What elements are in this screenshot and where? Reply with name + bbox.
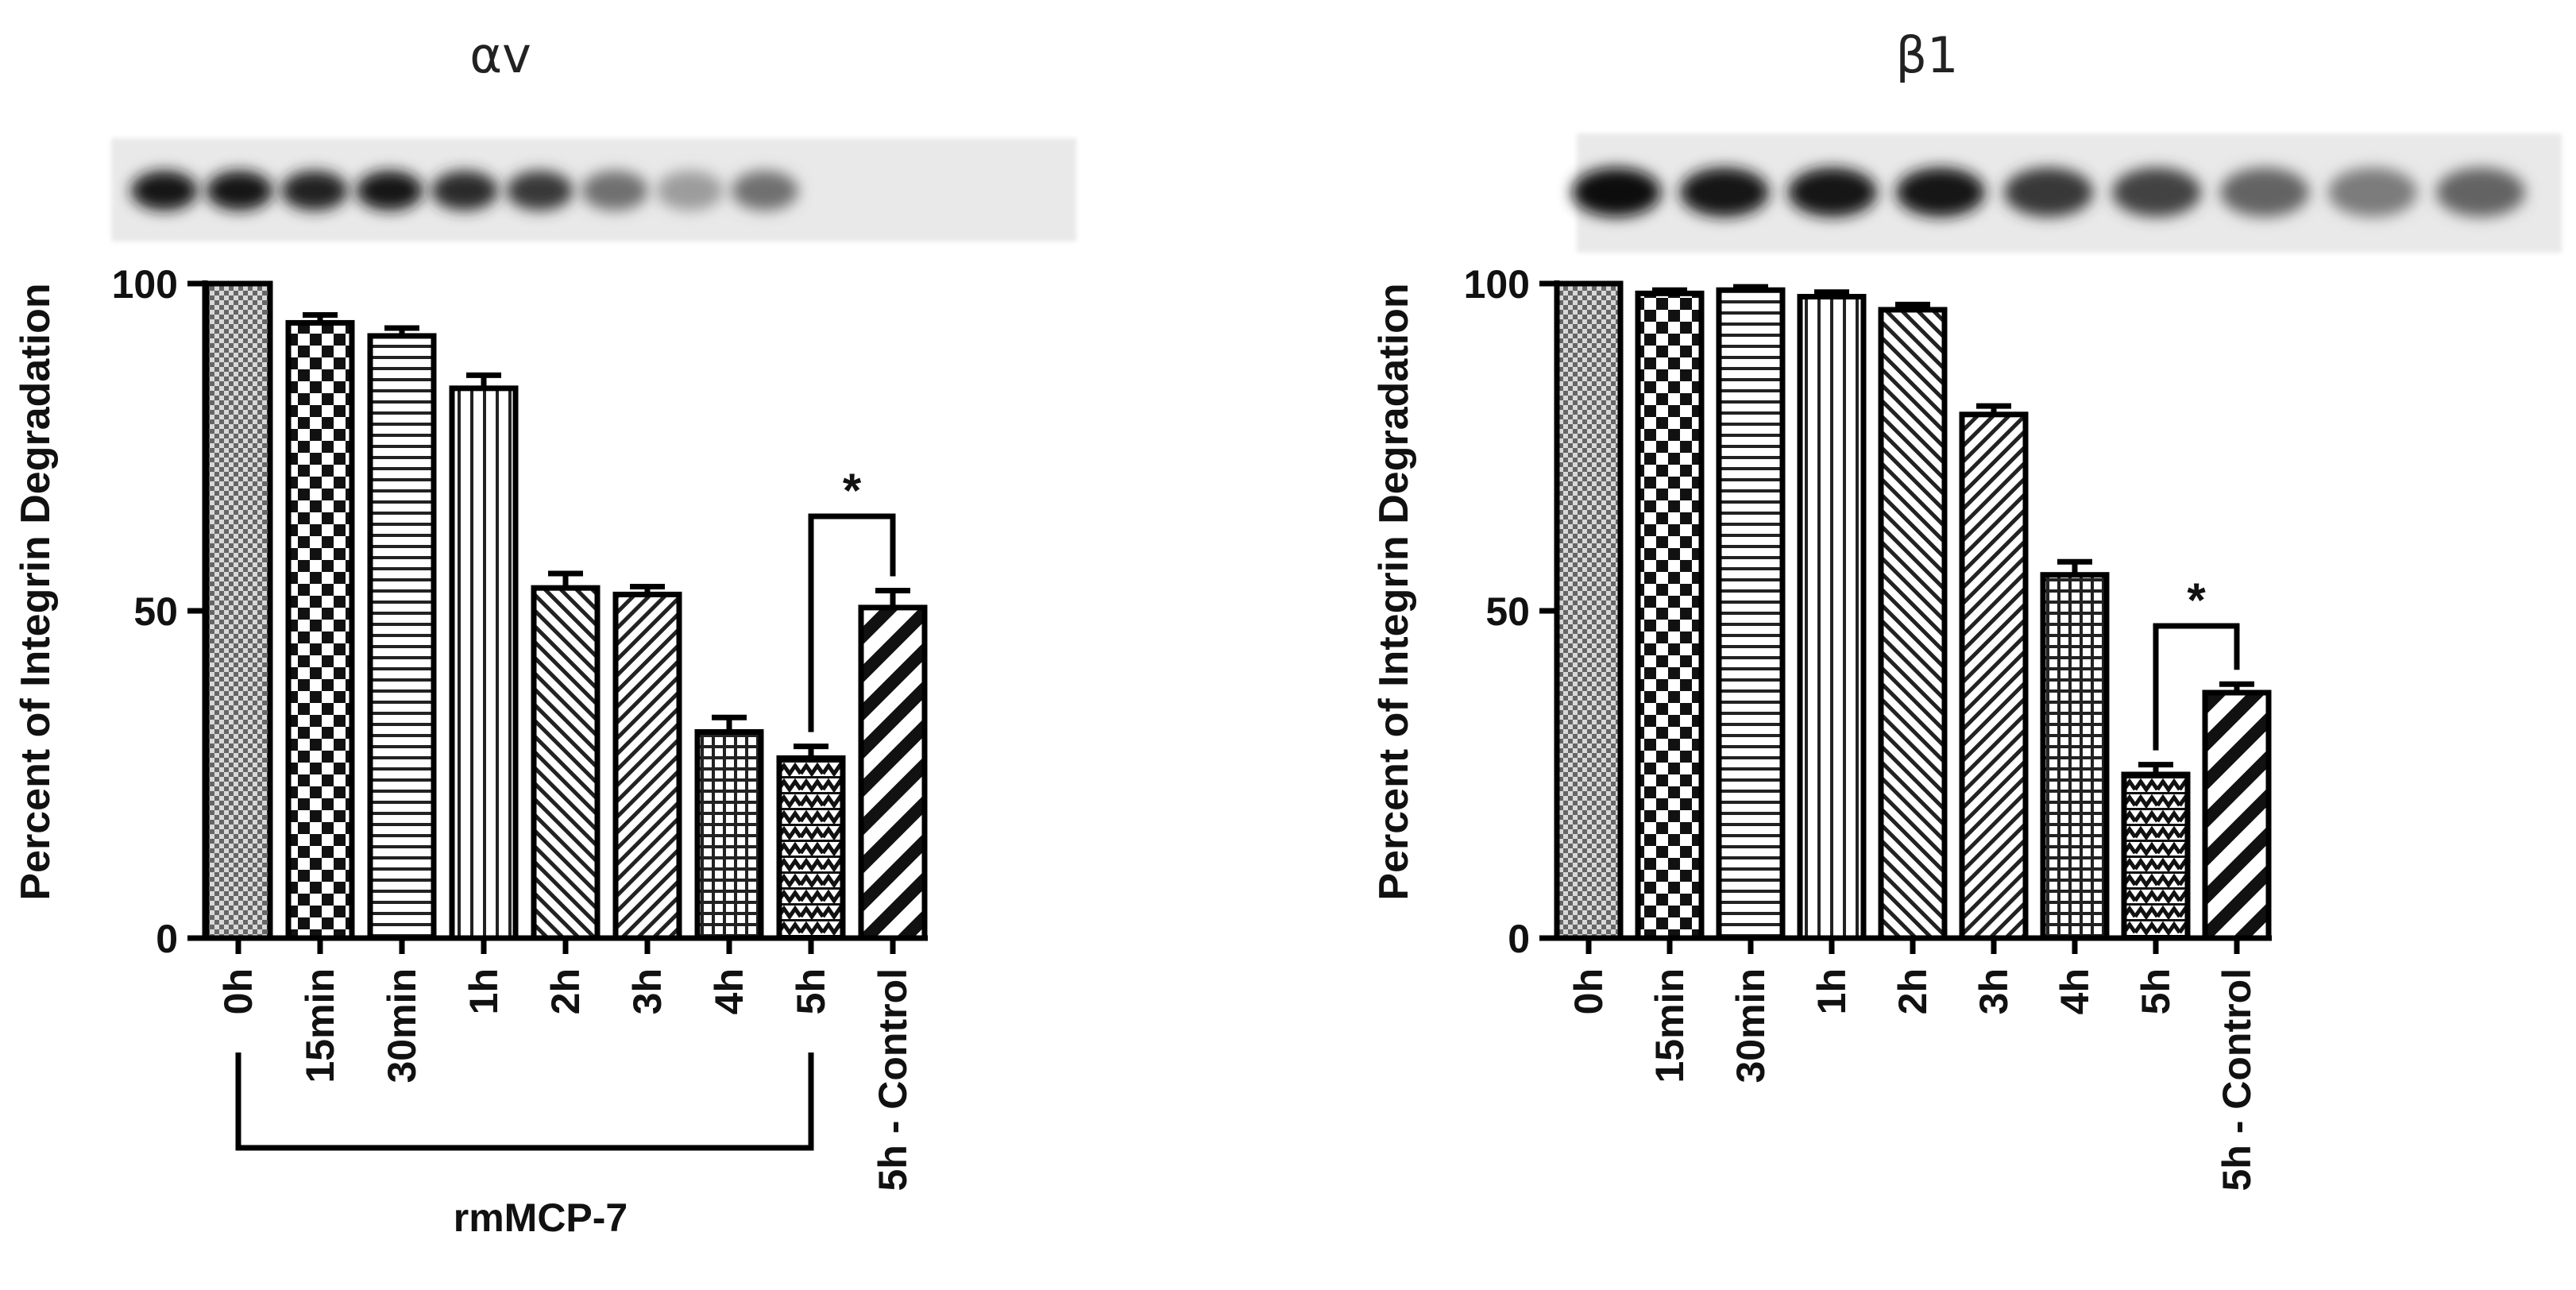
blot-band <box>2328 168 2417 217</box>
blot-band <box>732 171 798 210</box>
y-axis-title: Percent of Integrin Degradation <box>1371 283 1417 900</box>
bar <box>694 728 764 941</box>
bar <box>2121 771 2191 941</box>
x-tick-label: 3h <box>1972 968 2016 1014</box>
bar <box>449 385 519 941</box>
bar <box>1797 293 1867 941</box>
x-tick-label: 4h <box>707 968 751 1014</box>
blot-band <box>656 171 724 210</box>
blot-band <box>1896 168 1985 217</box>
x-tick-label: 1h <box>462 968 506 1014</box>
bar <box>1959 411 2029 941</box>
y-tick-label: 100 <box>1464 262 1530 307</box>
panel-beta-1: β1 0 50 100 0h 15min 30min 1h 2h 3h 4h 5h 5h - Contr… <box>1371 26 2562 1192</box>
blot-band <box>2436 168 2525 217</box>
x-tick-label: 15min <box>298 968 342 1083</box>
x-tick-label: 30min <box>1728 968 1773 1083</box>
x-tick-label: 5h <box>789 968 833 1014</box>
x-tick-label: 15min <box>1647 968 1692 1083</box>
significance-star: * <box>843 464 862 517</box>
bar <box>1554 280 1624 941</box>
x-tick-label: 5h - Control <box>871 968 915 1192</box>
significance-star: * <box>2187 574 2206 627</box>
y-tick-label: 0 <box>1508 917 1530 961</box>
bar <box>203 280 273 941</box>
significance-bracket <box>808 513 896 732</box>
chart-title: αv <box>469 26 531 84</box>
bar <box>2040 572 2110 941</box>
blot-band <box>431 171 498 210</box>
group-bracket-label: rmMCP-7 <box>454 1195 628 1240</box>
x-tick-label: 2h <box>1890 968 1935 1014</box>
blot-band <box>2112 168 2201 217</box>
bar <box>612 591 682 941</box>
blot-band <box>281 171 348 210</box>
group-bracket <box>235 1052 814 1151</box>
y-axis-title: Percent of Integrin Degradation <box>13 283 59 900</box>
bar <box>2202 689 2272 941</box>
y-tick-label: 50 <box>1485 589 1530 634</box>
bar <box>1716 287 1786 941</box>
blot-band <box>506 171 574 210</box>
x-tick-label: 30min <box>380 968 424 1083</box>
x-tick-label: 5h <box>2134 968 2178 1014</box>
bar <box>1878 307 1948 941</box>
x-tick-label: 0h <box>216 968 261 1014</box>
blot-band <box>1680 168 1769 217</box>
blot-band <box>1572 168 1661 217</box>
bar <box>776 755 846 941</box>
x-tick-label: 5h - Control <box>2215 968 2259 1192</box>
bar <box>1635 290 1705 941</box>
bar <box>367 333 437 941</box>
x-tick-label: 0h <box>1566 968 1611 1014</box>
blot-band <box>356 171 423 210</box>
blot-band <box>581 171 648 210</box>
bar <box>531 585 601 941</box>
significance-bracket <box>2153 623 2240 751</box>
y-tick-label: 0 <box>156 917 178 961</box>
blot-band <box>1788 168 1877 217</box>
western-blot <box>111 138 1076 241</box>
y-tick-label: 50 <box>133 589 178 634</box>
western-blot <box>1572 133 2562 253</box>
blot-band <box>2004 168 2093 217</box>
bar <box>858 604 928 941</box>
blot-band <box>206 171 273 210</box>
bar <box>285 319 355 941</box>
panel-alpha-v: αv 0 50 100 0h 15min 30min 1h 2h 3h 4h 5h 5h - Contr… <box>13 26 1076 1240</box>
x-tick-label: 2h <box>543 968 588 1014</box>
x-tick-label: 4h <box>2053 968 2097 1014</box>
blot-band <box>2220 168 2309 217</box>
chart-title: β1 <box>1895 26 1958 84</box>
x-tick-label: 3h <box>625 968 670 1014</box>
blot-band <box>131 171 198 210</box>
x-tick-label: 1h <box>1809 968 1854 1014</box>
y-tick-label: 100 <box>112 262 178 307</box>
